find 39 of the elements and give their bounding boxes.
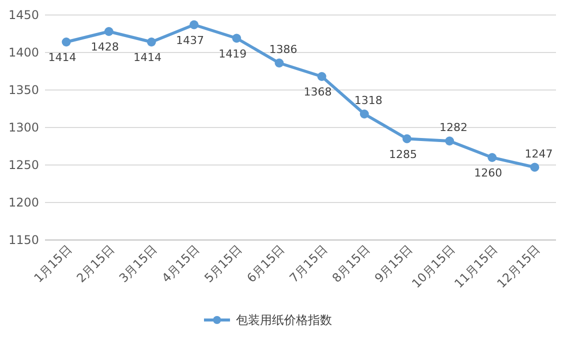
data-label: 1282 [440,121,468,134]
x-tick-label: 2月15日 [74,242,117,286]
x-tick-label: 5月15日 [202,242,245,286]
x-tick-label: 8月15日 [329,242,372,286]
point [274,58,284,68]
x-tick-label: 7月15日 [286,242,330,286]
point [317,72,326,81]
y-tick-label: 1200 [8,196,39,210]
data-label: 1318 [354,94,382,107]
point [445,136,454,146]
point [104,27,114,36]
data-label: 1386 [269,43,298,56]
x-tick-label: 4月15日 [159,242,202,286]
point [62,38,71,46]
point [190,20,199,30]
y-tick-label: 1450 [8,8,39,22]
x-tick-label: 6月15日 [244,242,288,286]
y-tick-label: 1350 [8,83,39,97]
y-tick-label: 1250 [8,158,39,172]
y-tick-label: 1300 [8,120,39,134]
point [360,110,369,118]
data-label: 1260 [474,166,502,180]
point [402,134,412,144]
y-tick-label: 1150 [8,233,39,247]
data-label: 1247 [524,147,553,160]
data-label: 1368 [304,86,332,98]
point [232,34,242,43]
data-label: 1414 [133,51,162,64]
x-tick-label: 3月15日 [116,242,160,286]
data-label: 1285 [388,148,417,161]
point [530,162,540,172]
point [146,38,156,46]
y-tick-label: 1400 [8,46,39,60]
data-label: 1414 [48,51,76,64]
legend-label: 包装用纸价格指数 [236,313,332,327]
data-label: 1437 [176,34,204,47]
data-label: 1428 [90,40,119,54]
data-label: 1419 [218,47,247,60]
point [488,153,497,162]
